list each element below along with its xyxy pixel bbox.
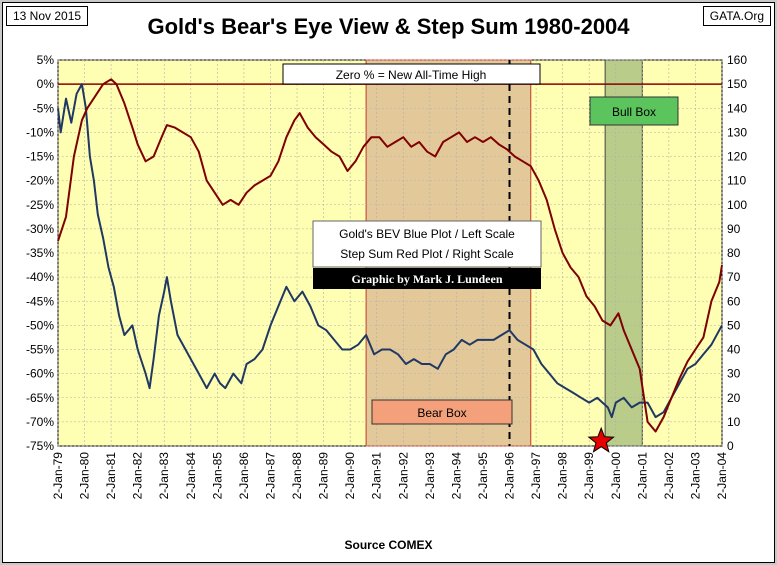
right-tick-label: 20 xyxy=(727,391,741,405)
legend-line-bev: Gold's BEV Blue Plot / Left Scale xyxy=(339,227,515,241)
x-tick-label: 2-Jan-96 xyxy=(503,452,517,500)
left-tick-label: -45% xyxy=(26,294,54,308)
right-tick-label: 110 xyxy=(727,174,746,188)
x-tick-label: 2-Jan-02 xyxy=(662,452,676,500)
left-tick-label: -40% xyxy=(26,270,54,284)
right-tick-label: 10 xyxy=(727,415,741,429)
x-tick-label: 2-Jan-79 xyxy=(51,452,65,500)
star-marker-icon xyxy=(587,426,615,453)
x-tick-label: 2-Jan-89 xyxy=(317,452,331,500)
x-tick-label: 2-Jan-85 xyxy=(210,452,224,500)
left-tick-label: -5% xyxy=(33,101,55,115)
x-tick-label: 2-Jan-87 xyxy=(263,452,277,500)
left-tick-label: 0% xyxy=(37,77,55,91)
x-tick-label: 2-Jan-95 xyxy=(476,452,490,500)
right-tick-label: 150 xyxy=(727,77,747,91)
x-tick-label: 2-Jan-88 xyxy=(290,452,304,500)
right-tick-label: 80 xyxy=(727,246,741,260)
right-tick-label: 130 xyxy=(727,125,747,139)
x-tick-label: 2-Jan-92 xyxy=(396,452,410,500)
credit-box xyxy=(313,268,541,289)
left-tick-label: -15% xyxy=(26,150,54,164)
x-tick-label: 2-Jan-81 xyxy=(104,452,118,500)
x-tick-label: 2-Jan-00 xyxy=(609,452,623,500)
chart-title: Gold's Bear's Eye View & Step Sum 1980-2… xyxy=(147,14,630,39)
right-tick-label: 60 xyxy=(727,294,741,308)
right-tick-label: 140 xyxy=(727,101,747,115)
x-tick-label: 2-Jan-98 xyxy=(556,452,570,500)
right-tick-label: 40 xyxy=(727,343,741,357)
legend-line-step-sum: Step Sum Red Plot / Right Scale xyxy=(340,247,514,261)
x-tick-label: 2-Jan-01 xyxy=(635,452,649,500)
x-axis-ticks: 2-Jan-79 2-Jan-80 2-Jan-81 2-Jan-82 2-Jan-83… xyxy=(51,452,729,500)
right-tick-label: 50 xyxy=(727,318,741,332)
left-tick-label: -55% xyxy=(26,343,54,357)
right-tick-label: 120 xyxy=(727,150,747,164)
zero-note-box xyxy=(282,63,541,85)
x-tick-label: 2-Jan-86 xyxy=(237,452,251,500)
right-tick-label: 0 xyxy=(727,439,734,453)
date-label: 13 Nov 2015 xyxy=(6,6,89,26)
right-tick-label: 100 xyxy=(727,198,747,212)
left-tick-label: -10% xyxy=(26,125,54,139)
left-axis-ticks: 5% 0% -5% -10% -15% -20% -25% -30% -35% -40% -45% -… xyxy=(26,53,54,453)
zero-note-label: Zero % = New All-Time High xyxy=(336,68,487,82)
legend-box xyxy=(312,220,542,268)
bev-series-line xyxy=(57,83,723,419)
site-label: GATA.Org xyxy=(702,6,771,26)
x-tick-label: 2-Jan-84 xyxy=(184,452,198,500)
right-tick-label: 90 xyxy=(727,222,741,236)
x-tick-label: 2-Jan-91 xyxy=(370,452,384,500)
x-tick-label: 2-Jan-04 xyxy=(715,452,729,500)
bear-box-label-box xyxy=(371,399,513,425)
left-tick-label: 5% xyxy=(37,53,55,67)
left-tick-label: -75% xyxy=(26,439,54,453)
left-tick-label: -30% xyxy=(26,222,54,236)
left-tick-label: -65% xyxy=(26,391,54,405)
left-tick-label: -70% xyxy=(26,415,54,429)
x-tick-label: 2-Jan-97 xyxy=(529,452,543,500)
x-tick-label: 2-Jan-93 xyxy=(423,452,437,500)
x-tick-label: 2-Jan-03 xyxy=(688,452,702,500)
x-tick-label: 2-Jan-99 xyxy=(582,452,596,500)
source-label: Source COMEX xyxy=(344,538,433,552)
right-tick-label: 30 xyxy=(727,367,741,381)
left-tick-label: -25% xyxy=(26,198,54,212)
bull-box-label: Bull Box xyxy=(612,105,656,119)
right-tick-label: 70 xyxy=(727,270,741,284)
left-tick-label: -50% xyxy=(26,318,54,332)
right-tick-label: 160 xyxy=(727,53,747,67)
left-tick-label: -60% xyxy=(26,367,54,381)
credit-label: Graphic by Mark J. Lundeen xyxy=(351,272,502,286)
step-sum-series-line xyxy=(57,78,723,433)
x-tick-label: 2-Jan-90 xyxy=(343,452,357,500)
left-tick-label: -20% xyxy=(26,174,54,188)
x-tick-label: 2-Jan-94 xyxy=(449,452,463,500)
x-tick-label: 2-Jan-80 xyxy=(78,452,92,500)
x-tick-label: 2-Jan-83 xyxy=(157,452,171,500)
bull-box-label-box xyxy=(589,96,679,126)
left-tick-label: -35% xyxy=(26,246,54,260)
bear-box-label: Bear Box xyxy=(417,406,466,420)
x-tick-label: 2-Jan-82 xyxy=(131,452,145,500)
